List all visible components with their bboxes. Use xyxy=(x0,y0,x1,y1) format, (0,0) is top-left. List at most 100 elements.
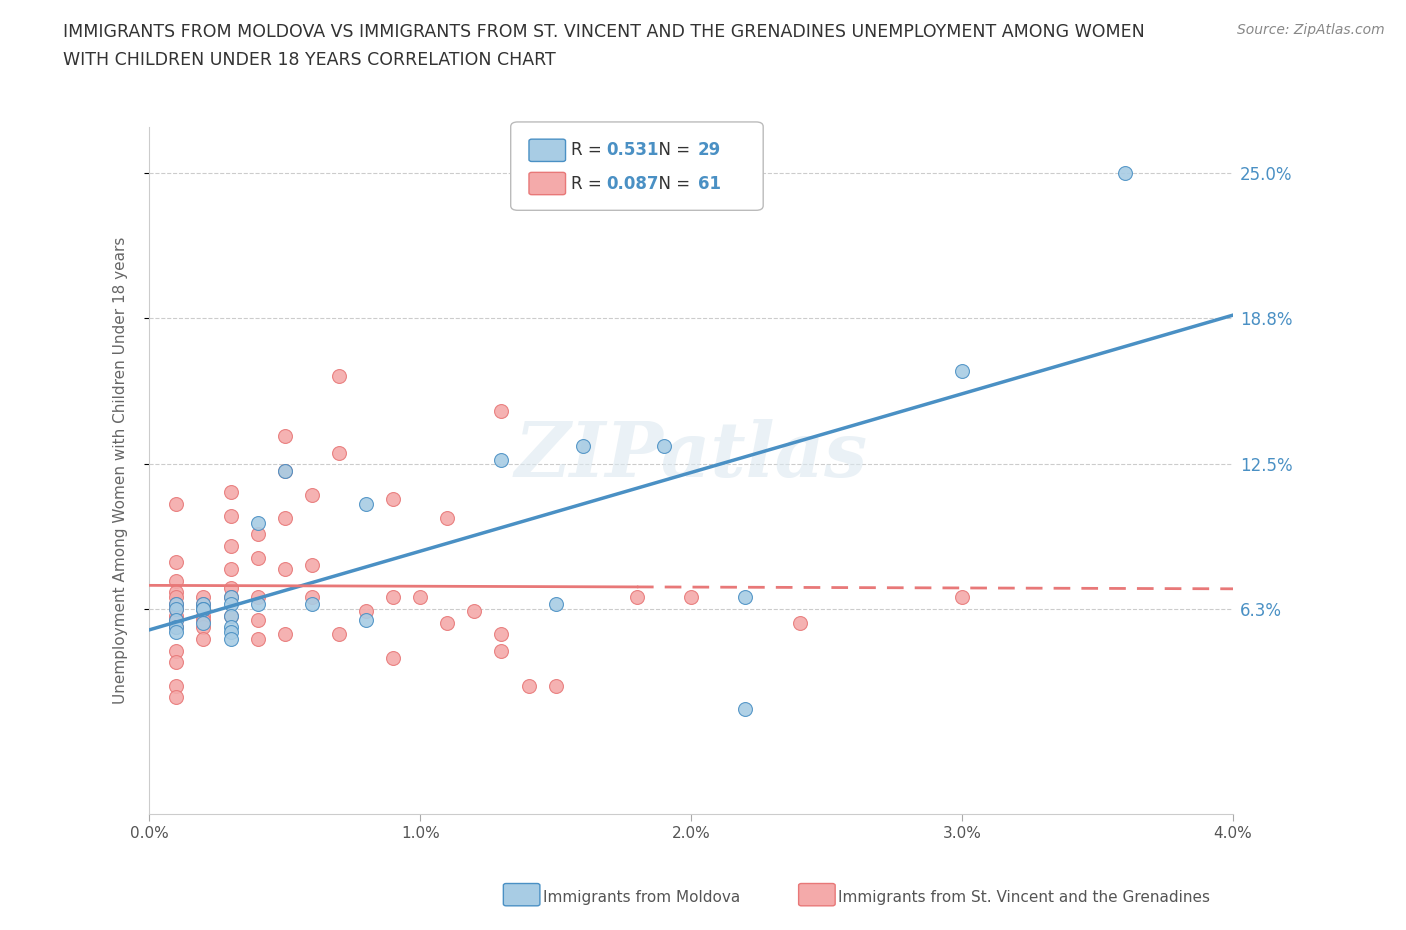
Text: 0.531: 0.531 xyxy=(606,141,659,159)
Point xyxy=(219,562,242,577)
Point xyxy=(328,368,350,383)
Point xyxy=(681,590,703,604)
Text: Immigrants from Moldova: Immigrants from Moldova xyxy=(543,890,740,905)
Point xyxy=(219,580,242,595)
Point xyxy=(165,613,187,628)
Point xyxy=(274,627,297,642)
Text: R =: R = xyxy=(571,175,607,193)
Point xyxy=(274,562,297,577)
Point xyxy=(491,404,513,418)
Point xyxy=(246,526,269,541)
Point xyxy=(165,625,187,640)
Point xyxy=(382,492,405,507)
Point xyxy=(219,508,242,523)
Point xyxy=(165,574,187,589)
Point xyxy=(165,613,187,628)
Point xyxy=(463,604,485,618)
Point xyxy=(491,644,513,658)
Point xyxy=(165,620,187,635)
Point xyxy=(950,590,973,604)
Point xyxy=(571,438,593,453)
Point xyxy=(950,364,973,379)
Point xyxy=(165,602,187,617)
Text: WITH CHILDREN UNDER 18 YEARS CORRELATION CHART: WITH CHILDREN UNDER 18 YEARS CORRELATION… xyxy=(63,51,555,69)
Point xyxy=(165,608,187,623)
Point xyxy=(165,590,187,604)
Point xyxy=(274,511,297,525)
Point xyxy=(354,613,377,628)
Point xyxy=(274,464,297,479)
Text: Source: ZipAtlas.com: Source: ZipAtlas.com xyxy=(1237,23,1385,37)
Point xyxy=(193,616,215,631)
Point xyxy=(246,597,269,612)
Point xyxy=(193,597,215,612)
Text: N =: N = xyxy=(648,175,696,193)
Point xyxy=(193,613,215,628)
Point xyxy=(165,678,187,693)
Point xyxy=(165,644,187,658)
Point xyxy=(165,585,187,600)
Point xyxy=(409,590,432,604)
Text: 61: 61 xyxy=(697,175,721,193)
Point xyxy=(301,557,323,572)
Point xyxy=(165,602,187,617)
Point xyxy=(165,597,187,612)
Text: ZIPatlas: ZIPatlas xyxy=(515,419,868,494)
Point xyxy=(193,620,215,635)
Point xyxy=(246,590,269,604)
Y-axis label: Unemployment Among Women with Children Under 18 years: Unemployment Among Women with Children U… xyxy=(114,236,128,704)
Point xyxy=(491,452,513,467)
Point xyxy=(165,690,187,705)
Point xyxy=(789,616,811,631)
Point xyxy=(165,655,187,670)
Point xyxy=(301,597,323,612)
Point xyxy=(219,590,242,604)
Point xyxy=(193,608,215,623)
Point xyxy=(219,631,242,646)
Point xyxy=(1114,166,1136,180)
Point xyxy=(219,590,242,604)
Point xyxy=(165,620,187,635)
Point xyxy=(246,551,269,565)
Point xyxy=(517,678,540,693)
Point xyxy=(193,602,215,617)
Point xyxy=(219,625,242,640)
Point xyxy=(219,485,242,499)
Text: IMMIGRANTS FROM MOLDOVA VS IMMIGRANTS FROM ST. VINCENT AND THE GRENADINES UNEMPL: IMMIGRANTS FROM MOLDOVA VS IMMIGRANTS FR… xyxy=(63,23,1144,41)
Point xyxy=(436,511,458,525)
Point xyxy=(246,613,269,628)
Point xyxy=(219,608,242,623)
Point xyxy=(193,602,215,617)
Point xyxy=(165,555,187,570)
Point xyxy=(219,597,242,612)
Point xyxy=(301,487,323,502)
Point xyxy=(193,602,215,617)
Point xyxy=(219,538,242,553)
Point xyxy=(165,597,187,612)
Point xyxy=(219,620,242,635)
Text: Immigrants from St. Vincent and the Grenadines: Immigrants from St. Vincent and the Gren… xyxy=(838,890,1211,905)
Point xyxy=(354,497,377,512)
Point xyxy=(219,608,242,623)
Point xyxy=(382,590,405,604)
Point xyxy=(734,590,756,604)
Point xyxy=(274,464,297,479)
Point xyxy=(246,631,269,646)
Point xyxy=(328,445,350,460)
Text: 0.087: 0.087 xyxy=(606,175,659,193)
Text: R =: R = xyxy=(571,141,607,159)
Point xyxy=(436,616,458,631)
Point xyxy=(652,438,675,453)
Point xyxy=(246,515,269,530)
Point xyxy=(626,590,648,604)
Point xyxy=(165,497,187,512)
Point xyxy=(544,678,567,693)
Text: 29: 29 xyxy=(697,141,721,159)
Point xyxy=(328,627,350,642)
Point xyxy=(354,604,377,618)
Point xyxy=(193,590,215,604)
Point xyxy=(301,590,323,604)
Point xyxy=(382,650,405,665)
Point xyxy=(491,627,513,642)
Point xyxy=(734,701,756,716)
